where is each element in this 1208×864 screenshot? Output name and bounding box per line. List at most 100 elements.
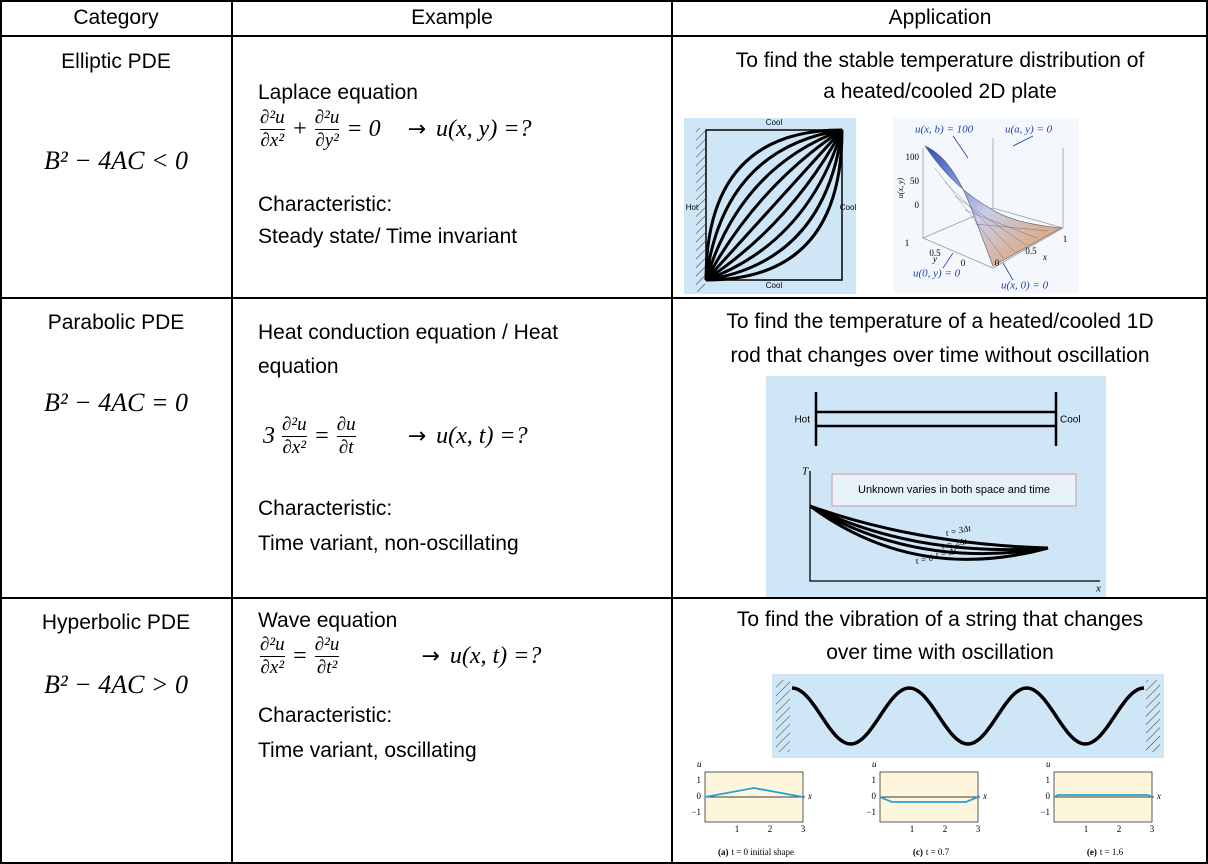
caption-text: t = 1.6 [1100,847,1124,857]
denominator: ∂x² [261,657,285,679]
equation-term: + [292,116,308,143]
fraction: ∂²u∂x² [260,634,285,679]
tick-label: 0 [1046,791,1051,801]
tick-label: 0.5 [1025,246,1037,256]
tick-label: 1 [735,824,740,834]
characteristic: Time variant, oscillating [258,738,477,764]
application-text: To find the stable temperature distribut… [736,48,1145,74]
tick-label: 1 [1063,234,1068,244]
equation-term: = [314,423,330,450]
caption: (c)t = 0.7 [913,847,950,857]
tick-label: 3 [801,824,806,834]
equation: 3∂²u∂x²=∂u∂t→u(x, t) =? [258,414,528,459]
wall [776,680,790,752]
label: Hot [794,415,810,426]
characteristic: Time variant, non-oscillating [258,531,519,557]
fraction: ∂²u∂x² [260,107,285,152]
note: Unknown varies in both space and time [858,484,1050,496]
string-figure [772,674,1164,758]
figure-label: u(x, 0) = 0 [1001,280,1049,292]
tick-label: 0 [915,200,920,210]
category-name: Hyperbolic PDE [42,610,190,636]
tick-label: 1 [872,775,877,785]
characteristic-label: Characteristic: [258,703,392,729]
arrow: → [421,644,439,669]
application-text: rod that changes over time without oscil… [730,343,1149,369]
caption-tag: (a) [718,847,729,857]
tick-label: 1 [697,775,702,785]
column-divider [671,0,673,864]
figure-label: u(a, y) = 0 [1005,124,1053,136]
numerator: ∂²u [282,414,307,436]
characteristic-label: Characteristic: [258,496,392,522]
tick-label: 1 [905,238,910,248]
axis-label: x [982,791,987,801]
caption-text: t = 0.7 [926,847,950,857]
discriminant-condition: B² − 4AC < 0 [44,148,188,174]
numerator: ∂u [337,414,356,436]
application-text: To find the vibration of a string that c… [737,607,1143,633]
characteristic-label: Characteristic: [258,192,392,218]
denominator: ∂y² [315,130,339,152]
page: CategoryExampleApplicationElliptic PDEB²… [0,0,1208,864]
equation-term: = 0 [346,116,380,143]
example-title: Laplace equation [258,80,418,106]
tick-label: 0 [697,791,702,801]
category-name: Parabolic PDE [48,310,185,336]
plate-figure: Cool Hot Cool Cool [684,118,856,294]
axis-label: T [802,466,809,478]
denominator: ∂x² [261,130,285,152]
tick-label: 3 [1150,824,1155,834]
column-header: Application [889,5,992,31]
label: Cool [766,281,783,290]
fraction: ∂²u∂t² [315,634,340,679]
label: Cool [840,203,856,212]
tick-label: 1 [1084,824,1089,834]
label: Cool [766,118,783,127]
arrow: → [408,117,426,142]
numerator: ∂²u [315,107,340,129]
row-divider [0,35,1208,37]
axis-label: u [1046,760,1051,769]
example-title: equation [258,354,339,380]
denominator: ∂x² [283,437,307,459]
axis-label: x [1042,252,1047,262]
example-title: Wave equation [258,608,397,634]
table-border [0,0,2,864]
row-divider [0,597,1208,599]
unknown: u(x, y) =? [436,116,531,143]
denominator: ∂t² [317,657,337,679]
equation-term: = [292,643,308,670]
table-border [0,0,1208,2]
tick-label: 2 [943,824,948,834]
discriminant-condition: B² − 4AC > 0 [44,672,188,698]
caption: (e)t = 1.6 [1087,847,1124,857]
row-divider [0,297,1208,299]
tick-label: 0 [872,791,877,801]
tick-label: 100 [906,152,920,162]
fraction: ∂²u∂x² [282,414,307,459]
axis-label: x [1095,583,1101,595]
tick-label: −1 [866,807,876,817]
figure-label: u(x, b) = 100 [915,124,974,136]
axis-label: u [697,760,702,769]
wall [1146,680,1160,752]
tick-label: 1 [910,824,915,834]
application-text: a heated/cooled 2D plate [823,79,1057,105]
application-text: over time with oscillation [826,640,1054,666]
characteristic: Steady state/ Time invariant [258,224,517,250]
axis-label: x [1156,791,1161,801]
equation-term: 3 [263,423,275,450]
unknown: u(x, t) =? [450,643,542,670]
label: Hot [686,203,699,212]
tick-label: −1 [691,807,701,817]
numerator: ∂²u [260,634,285,656]
axis-label: y [932,254,937,264]
label: Cool [1060,415,1081,426]
axis-label: u(x, y) [896,177,905,198]
snapshot-plot: ux10−1123(e)t = 1.6 [1032,760,1178,862]
axis-label: x [807,791,812,801]
column-header: Example [411,5,493,31]
